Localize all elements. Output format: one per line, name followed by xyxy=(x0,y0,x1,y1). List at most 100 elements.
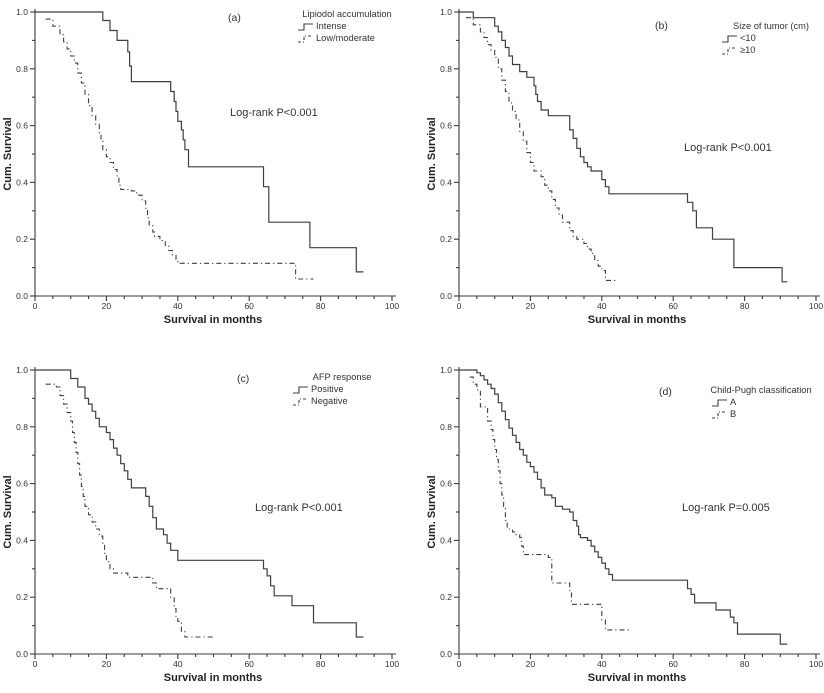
svg-text:100: 100 xyxy=(385,659,399,669)
svg-text:60: 60 xyxy=(244,301,254,311)
survival-plot-b: Cum. Survival Survival in months 0 20 40 60… xyxy=(426,7,823,326)
legend-title: Size of tumor (cm) xyxy=(733,21,809,31)
svg-text:0.0: 0.0 xyxy=(16,291,28,301)
survival-plot-a: Cum. Survival Survival in months 0 20 40 60… xyxy=(2,7,399,326)
legend: Child-Pugh classification A B xyxy=(695,385,824,420)
svg-text:1.0: 1.0 xyxy=(440,365,452,375)
svg-text:80: 80 xyxy=(740,659,750,669)
svg-text:0.8: 0.8 xyxy=(16,422,28,432)
svg-text:1.0: 1.0 xyxy=(16,7,28,17)
legend-entry: ≥10 xyxy=(705,44,824,56)
svg-text:0.4: 0.4 xyxy=(440,535,452,545)
survival-plot-d: Cum. Survival Survival in months 0 20 40 60… xyxy=(426,365,823,684)
y-axis-label: Cum. Survival xyxy=(2,117,14,190)
survival-plot-c: Cum. Survival Survival in months 0 20 40 60… xyxy=(2,365,399,684)
svg-text:0.0: 0.0 xyxy=(16,649,28,659)
log-rank-annotation: Log-rank P<0.001 xyxy=(230,107,318,119)
svg-text:0.2: 0.2 xyxy=(440,234,452,244)
legend-entry-label: B xyxy=(730,409,737,419)
svg-text:0.2: 0.2 xyxy=(16,234,28,244)
svg-text:40: 40 xyxy=(173,301,183,311)
svg-text:0.8: 0.8 xyxy=(16,64,28,74)
svg-text:100: 100 xyxy=(809,659,823,669)
legend-entry-label: Positive xyxy=(311,384,344,394)
panel-letter: (c) xyxy=(237,373,250,385)
svg-text:100: 100 xyxy=(385,301,399,311)
y-axis-label: Cum. Survival xyxy=(426,475,438,548)
svg-text:0.2: 0.2 xyxy=(16,592,28,602)
svg-text:40: 40 xyxy=(597,659,607,669)
svg-text:60: 60 xyxy=(668,659,678,669)
x-axis-label: Survival in months xyxy=(588,672,686,684)
legend-entry-label: Negative xyxy=(311,396,348,406)
legend-title: Child-Pugh classification xyxy=(710,385,812,395)
svg-text:40: 40 xyxy=(173,659,183,669)
panel-letter: (a) xyxy=(228,12,241,24)
legend-title: AFP response xyxy=(312,372,372,382)
legend-entry: A xyxy=(695,396,824,408)
panel-c: Cum. Survival Survival in months 0 20 40 60… xyxy=(0,346,412,693)
svg-text:20: 20 xyxy=(102,301,112,311)
svg-text:0.2: 0.2 xyxy=(440,592,452,602)
svg-text:0.4: 0.4 xyxy=(440,177,452,187)
x-axis-label: Survival in months xyxy=(588,314,686,326)
y-axis-label: Cum. Survival xyxy=(426,117,438,190)
svg-text:0: 0 xyxy=(33,659,38,669)
legend-entry-label: Intense xyxy=(316,21,347,31)
svg-text:20: 20 xyxy=(526,659,536,669)
panel-b: Cum. Survival Survival in months 0 20 40 60… xyxy=(412,0,824,346)
svg-text:0.4: 0.4 xyxy=(16,177,28,187)
legend-entry: B xyxy=(695,408,824,420)
svg-text:0.6: 0.6 xyxy=(16,479,28,489)
svg-text:60: 60 xyxy=(668,301,678,311)
svg-text:0.6: 0.6 xyxy=(440,121,452,131)
log-rank-annotation: Log-rank P<0.001 xyxy=(255,502,343,514)
y-axis-label: Cum. Survival xyxy=(2,475,14,548)
svg-text:0.8: 0.8 xyxy=(440,64,452,74)
svg-text:0.0: 0.0 xyxy=(440,291,452,301)
legend-entry-label: Low/moderate xyxy=(316,33,375,43)
svg-text:0.4: 0.4 xyxy=(16,535,28,545)
panel-letter: (b) xyxy=(655,20,668,32)
svg-text:0.6: 0.6 xyxy=(16,121,28,131)
legend-title: Lipiodol accumulation xyxy=(302,9,392,19)
svg-text:80: 80 xyxy=(740,301,750,311)
legend-entry: Positive xyxy=(276,383,408,395)
legend: Size of tumor (cm) <10 ≥10 xyxy=(705,21,824,56)
svg-text:40: 40 xyxy=(597,301,607,311)
legend-entry-label: <10 xyxy=(740,33,756,43)
legend-entry: Negative xyxy=(276,395,408,407)
svg-text:80: 80 xyxy=(316,301,326,311)
dashdot-step-line-icon xyxy=(298,34,313,43)
legend-entry: Low/moderate xyxy=(281,32,412,44)
log-rank-annotation: Log-rank P=0.005 xyxy=(682,502,770,514)
legend-entry-label: ≥10 xyxy=(740,45,756,55)
svg-text:60: 60 xyxy=(244,659,254,669)
svg-text:0: 0 xyxy=(457,659,462,669)
dashdot-step-line-icon xyxy=(293,397,308,406)
svg-text:100: 100 xyxy=(809,301,823,311)
panel-letter: (d) xyxy=(659,386,672,398)
svg-text:20: 20 xyxy=(102,659,112,669)
legend-entry: Intense xyxy=(281,20,412,32)
svg-text:1.0: 1.0 xyxy=(16,365,28,375)
panel-a: Cum. Survival Survival in months 0 20 40 60… xyxy=(0,0,412,346)
solid-step-line-icon xyxy=(712,398,727,407)
svg-text:0.0: 0.0 xyxy=(440,649,452,659)
legend: AFP response Positive Negative xyxy=(276,372,408,407)
svg-text:1.0: 1.0 xyxy=(440,7,452,17)
solid-step-line-icon xyxy=(293,385,308,394)
legend: Lipiodol accumulation Intense Low/modera… xyxy=(281,9,412,44)
panel-d: Cum. Survival Survival in months 0 20 40 60… xyxy=(412,346,824,693)
dashdot-step-line-icon xyxy=(712,410,727,419)
legend-entry: <10 xyxy=(705,32,824,44)
solid-step-line-icon xyxy=(722,34,737,43)
dashdot-step-line-icon xyxy=(722,46,737,55)
svg-text:0: 0 xyxy=(33,301,38,311)
svg-text:80: 80 xyxy=(316,659,326,669)
x-axis-label: Survival in months xyxy=(164,672,262,684)
svg-text:0.8: 0.8 xyxy=(440,422,452,432)
solid-step-line-icon xyxy=(298,22,313,31)
log-rank-annotation: Log-rank P<0.001 xyxy=(684,142,772,154)
